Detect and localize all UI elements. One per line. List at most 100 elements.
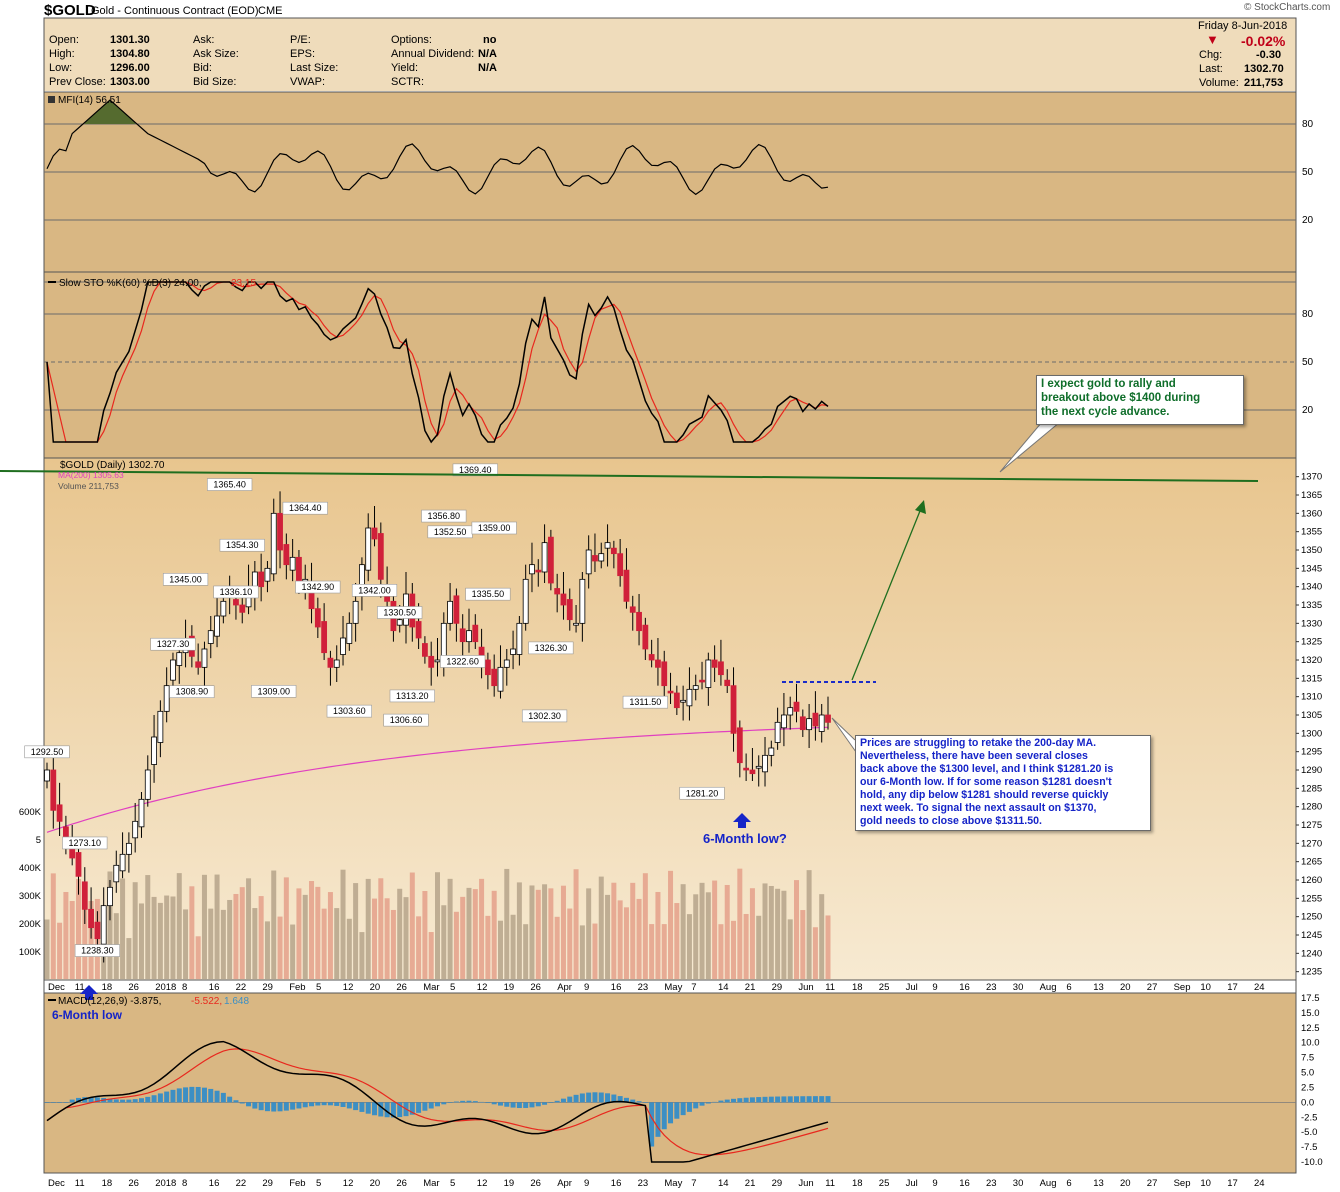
x-axis-label-bottom: 30 (1013, 1178, 1024, 1189)
macd-histogram-bar (579, 1093, 585, 1103)
volume-bar (693, 894, 699, 979)
volume-bar (170, 896, 176, 979)
macd-histogram-bar (214, 1090, 220, 1103)
dividend-label: Annual Dividend: (391, 48, 475, 60)
x-axis-label: 6 (1066, 982, 1071, 993)
mfi-legend-swatch (48, 96, 55, 103)
candle-down (484, 659, 491, 676)
price-label: 1342.00 (358, 585, 391, 595)
macd-histogram-bar (220, 1092, 226, 1103)
volume-bar (246, 878, 252, 979)
x-axis-label-bottom: 18 (852, 1178, 863, 1189)
price-axis-label: 1325 (1301, 637, 1322, 648)
macd-histogram-bar (151, 1095, 157, 1103)
candle-up (365, 527, 372, 571)
price-label-box (169, 685, 215, 699)
eps-label: EPS: (290, 48, 316, 60)
x-axis-label-bottom: Sep (1174, 1178, 1191, 1189)
price-label-box (213, 585, 259, 599)
macd-histogram-bar (794, 1096, 800, 1103)
candle-up (113, 864, 120, 883)
x-axis-label-bottom: Aug (1040, 1178, 1057, 1189)
volume-bar (768, 885, 774, 979)
candle-up (346, 622, 353, 644)
price-label-box (421, 509, 467, 523)
price-axis-label: 1260 (1301, 875, 1322, 886)
macd-histogram-bar (390, 1102, 396, 1118)
macd-histogram-bar (560, 1098, 566, 1103)
macd-label: MACD(12,26,9) -3.875, (58, 996, 161, 1007)
price-axis-label: 1300 (1301, 728, 1322, 739)
last-size-label: Last Size: (290, 62, 339, 74)
volume-bar (447, 878, 453, 979)
x-axis-label-bottom: 11 (75, 1178, 85, 1189)
options-value: no (483, 34, 497, 46)
price-label-box (162, 573, 209, 586)
price-label-box (24, 745, 70, 759)
x-axis-label: 19 (504, 982, 515, 993)
bid-label: Bid: (193, 62, 212, 74)
six-month-low-question: 6-Month low? (703, 831, 787, 846)
volume-bar (586, 888, 592, 979)
volume-bar (75, 879, 81, 979)
macd-histogram-bar (138, 1098, 144, 1103)
candle-down (535, 569, 542, 573)
price-label-box (471, 521, 517, 535)
price-axis-label: 1350 (1301, 545, 1322, 556)
x-axis-label: Dec (48, 982, 65, 993)
candle-up (806, 718, 813, 731)
price-axis-label: 1295 (1301, 747, 1322, 758)
candle-down (667, 690, 674, 694)
volume-bar (88, 900, 94, 979)
candle-down (283, 544, 290, 566)
macd-histogram-bar (756, 1097, 762, 1103)
x-axis-label: 9 (932, 982, 937, 993)
yield-value: N/A (478, 62, 497, 74)
volume-bar (201, 874, 207, 979)
candle-up (157, 710, 164, 743)
volume-bar (630, 882, 636, 979)
x-axis-label: 18 (102, 982, 113, 993)
bid-size-label: Bid Size: (193, 76, 237, 88)
volume-bar (107, 871, 113, 979)
chg-value: -0.30 (1256, 49, 1282, 61)
macd-histogram-bar (617, 1096, 623, 1103)
macd-histogram-bar (605, 1093, 611, 1103)
x-axis-label: 26 (396, 982, 407, 993)
x-axis-label: 16 (959, 982, 970, 993)
price-label-box (207, 478, 253, 491)
candle-up (220, 600, 227, 617)
price-axis-label: 1285 (1301, 783, 1322, 794)
volume-bar (283, 877, 289, 979)
volume-bar (542, 884, 548, 979)
x-axis-label-bottom: 29 (772, 1178, 783, 1189)
x-axis-label-bottom: 26 (128, 1178, 139, 1189)
candle-up (138, 798, 145, 828)
symbol: $GOLD (44, 2, 96, 19)
macd-histogram-bar (264, 1102, 270, 1112)
volume-bar (668, 870, 674, 979)
chg-label: Chg: (1199, 49, 1223, 61)
price-axis-label: 1265 (1301, 857, 1322, 868)
price-label: 1365.40 (213, 480, 246, 490)
candle-up (201, 648, 208, 668)
price-label: 1364.40 (289, 503, 322, 513)
instrument-name: Gold - Continuous Contract (EOD) (91, 5, 259, 17)
volume-bar (277, 916, 283, 979)
x-axis-label: 23 (986, 982, 997, 993)
macd-histogram-bar (327, 1102, 333, 1106)
volume-bar (523, 924, 529, 979)
macd-histogram-bar (157, 1093, 163, 1103)
macd-histogram-bar (623, 1097, 629, 1103)
vwap-label: VWAP: (290, 76, 326, 88)
x-axis-label: 17 (1227, 982, 1238, 993)
x-axis-label: Mar (423, 982, 439, 993)
candle-up (340, 637, 346, 655)
macd-histogram-bar (195, 1086, 201, 1103)
candle-up (510, 648, 516, 655)
candle-up (176, 652, 183, 666)
price-axis-label: 1315 (1301, 673, 1322, 684)
mfi-axis-label: 50 (1302, 167, 1314, 178)
volume-bar (359, 932, 365, 979)
candle-down (554, 588, 561, 595)
